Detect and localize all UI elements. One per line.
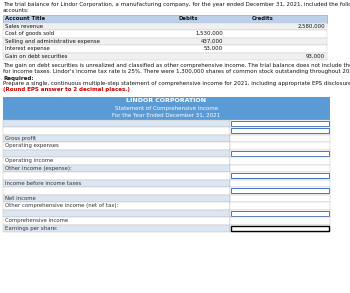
Bar bbox=[231, 188, 329, 193]
Text: The gain on debt securities is unrealized and classified as other comprehensive : The gain on debt securities is unrealize… bbox=[3, 63, 350, 68]
Bar bbox=[3, 217, 230, 224]
Text: accounts:: accounts: bbox=[3, 8, 30, 13]
Bar bbox=[3, 120, 230, 127]
Bar bbox=[3, 45, 327, 52]
Text: 2,580,000: 2,580,000 bbox=[298, 24, 325, 29]
Bar bbox=[3, 195, 230, 202]
Text: 53,000: 53,000 bbox=[204, 46, 223, 51]
Bar bbox=[231, 121, 329, 126]
Text: Net income: Net income bbox=[5, 196, 36, 201]
Text: Earnings per share:: Earnings per share: bbox=[5, 226, 58, 231]
Text: Other comprehensive income (net of tax):: Other comprehensive income (net of tax): bbox=[5, 203, 118, 208]
Text: Credits: Credits bbox=[252, 16, 274, 21]
Text: 93,000: 93,000 bbox=[306, 54, 325, 59]
Bar bbox=[230, 164, 330, 172]
Bar bbox=[231, 226, 329, 231]
Text: Interest expense: Interest expense bbox=[5, 46, 50, 51]
Bar bbox=[230, 149, 330, 157]
Text: Sales revenue: Sales revenue bbox=[5, 24, 43, 29]
Text: Operating expenses: Operating expenses bbox=[5, 143, 59, 148]
Bar bbox=[230, 142, 330, 149]
Bar bbox=[3, 112, 330, 120]
Bar bbox=[231, 151, 329, 156]
Bar bbox=[3, 187, 230, 195]
Bar bbox=[230, 209, 330, 217]
Bar bbox=[3, 30, 327, 38]
Text: Income before income taxes: Income before income taxes bbox=[5, 181, 81, 186]
Text: Other income (expense):: Other income (expense): bbox=[5, 166, 72, 171]
Bar bbox=[3, 23, 327, 30]
Bar bbox=[3, 149, 230, 157]
Bar bbox=[3, 209, 230, 217]
Bar bbox=[230, 202, 330, 209]
Bar bbox=[230, 180, 330, 187]
Text: Required:: Required: bbox=[3, 76, 34, 81]
Text: Operating income: Operating income bbox=[5, 158, 53, 163]
Bar bbox=[231, 128, 329, 133]
Text: Comprehensive income: Comprehensive income bbox=[5, 218, 68, 223]
Bar bbox=[231, 211, 329, 216]
Text: Gain on debt securities: Gain on debt securities bbox=[5, 54, 67, 59]
Bar bbox=[230, 195, 330, 202]
Text: Cost of goods sold: Cost of goods sold bbox=[5, 31, 54, 36]
Bar bbox=[3, 52, 327, 60]
Bar bbox=[3, 157, 230, 164]
Text: 1,530,000: 1,530,000 bbox=[195, 31, 223, 36]
Bar bbox=[3, 164, 230, 172]
Text: (Round EPS answer to 2 decimal places.): (Round EPS answer to 2 decimal places.) bbox=[3, 87, 130, 92]
Text: Debits: Debits bbox=[178, 16, 198, 21]
Bar bbox=[230, 187, 330, 195]
Bar bbox=[230, 134, 330, 142]
Bar bbox=[230, 157, 330, 164]
Text: For the Year Ended December 31, 2021: For the Year Ended December 31, 2021 bbox=[112, 113, 220, 118]
Bar bbox=[230, 217, 330, 224]
Text: Statement of Comprehensive Income: Statement of Comprehensive Income bbox=[115, 106, 218, 111]
Bar bbox=[230, 127, 330, 134]
Bar bbox=[3, 202, 230, 209]
Bar bbox=[3, 180, 230, 187]
Bar bbox=[231, 173, 329, 178]
Text: Selling and administrative expense: Selling and administrative expense bbox=[5, 39, 100, 44]
Bar bbox=[3, 172, 230, 180]
Text: Account Title: Account Title bbox=[5, 16, 45, 21]
Bar bbox=[3, 97, 330, 105]
Text: for income taxes. Lindor's income tax rate is 25%. There were 1,300,000 shares o: for income taxes. Lindor's income tax ra… bbox=[3, 69, 350, 74]
Bar bbox=[3, 127, 230, 134]
Bar bbox=[230, 172, 330, 180]
Bar bbox=[3, 105, 330, 112]
Bar bbox=[3, 38, 327, 45]
Bar bbox=[3, 134, 230, 142]
Text: LINDOR CORPORATION: LINDOR CORPORATION bbox=[126, 98, 206, 103]
Bar bbox=[3, 15, 327, 23]
Bar bbox=[3, 224, 230, 232]
Text: Prepare a single, continuous multiple-step statement of comprehensive income for: Prepare a single, continuous multiple-st… bbox=[3, 81, 350, 86]
Text: Gross profit: Gross profit bbox=[5, 136, 36, 141]
Bar bbox=[230, 120, 330, 127]
Bar bbox=[3, 142, 230, 149]
Text: The trial balance for Lindor Corporation, a manufacturing company, for the year : The trial balance for Lindor Corporation… bbox=[3, 2, 350, 7]
Text: 437,000: 437,000 bbox=[201, 39, 223, 44]
Bar bbox=[230, 224, 330, 232]
